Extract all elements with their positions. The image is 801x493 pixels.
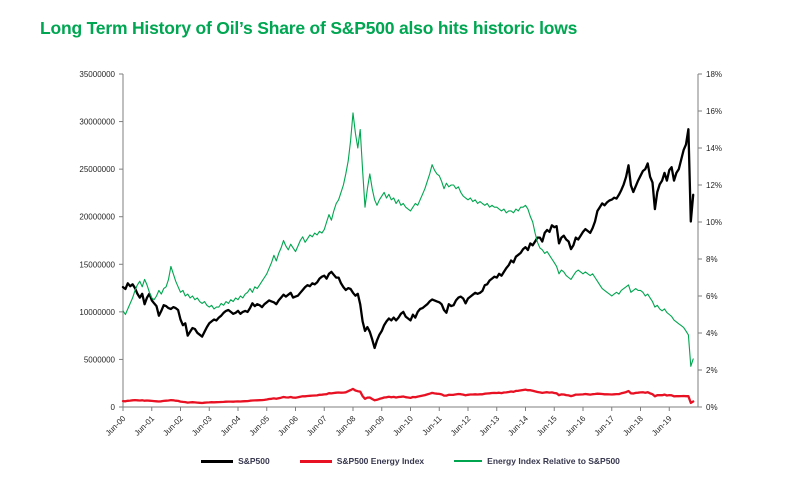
legend-item-2: Energy Index Relative to S&P500	[454, 456, 620, 466]
chart-title: Long Term History of Oil’s Share of S&P5…	[40, 18, 578, 38]
series-line-energy-index-relative-to-s-p500	[122, 112, 694, 367]
x-axis-tick-label: Jun-03	[190, 414, 214, 438]
right-axis-tick-label: 12%	[706, 181, 722, 190]
x-axis-tick-label: Jun-14	[506, 414, 530, 438]
x-axis-tick-label: Jun-06	[276, 414, 300, 438]
chart-legend: S&P500 S&P500 Energy Index Energy Index Re…	[123, 456, 698, 466]
right-axis-tick-label: 14%	[706, 144, 722, 153]
left-axis-tick-label: 35000000	[79, 70, 115, 79]
x-axis-tick-label: Jun-17	[592, 414, 616, 438]
x-axis-tick-label: Jun-05	[247, 414, 271, 438]
left-axis-tick-label: 0	[111, 403, 116, 412]
legend-line-swatch	[201, 459, 234, 463]
right-axis-tick-label: 2%	[706, 366, 718, 375]
x-axis-tick-label: Jun-02	[161, 414, 185, 438]
right-axis-tick-label: 18%	[706, 70, 722, 79]
x-axis-tick-label: Jun-01	[132, 414, 156, 438]
legend-item-0: S&P500	[201, 456, 270, 466]
x-axis-tick-label: Jun-08	[334, 414, 358, 438]
x-axis-tick-label: Jun-09	[362, 414, 386, 438]
legend-line-swatch	[299, 459, 332, 463]
x-axis-tick-label: Jun-12	[449, 414, 473, 438]
right-axis-tick-label: 4%	[706, 329, 718, 338]
legend-label: S&P500	[238, 456, 270, 466]
x-axis-tick-label: Jun-16	[564, 414, 588, 438]
x-axis-tick-label: Jun-11	[420, 414, 444, 438]
x-axis-tick-label: Jun-15	[535, 414, 559, 438]
x-axis-tick-label: Jun-10	[391, 414, 415, 438]
right-axis-tick-label: 10%	[706, 218, 722, 227]
legend-item-1: S&P500 Energy Index	[299, 456, 425, 466]
x-axis-tick-label: Jun-00	[104, 414, 128, 438]
right-axis-tick-label: 16%	[706, 107, 722, 116]
x-axis-tick-label: Jun-04	[219, 414, 243, 438]
legend-line-swatch	[454, 460, 483, 462]
right-axis-tick-label: 6%	[706, 292, 718, 301]
left-axis-tick-label: 10000000	[79, 308, 115, 317]
x-axis-tick-label: Jun-18	[621, 414, 645, 438]
x-axis-tick-label: Jun-07	[305, 414, 329, 438]
series-line-s-p500-energy-index	[121, 387, 695, 405]
legend-label: Energy Index Relative to S&P500	[487, 456, 620, 466]
right-axis-tick-label: 8%	[706, 255, 718, 264]
left-axis-tick-label: 15000000	[79, 260, 115, 269]
left-axis-tick-label: 20000000	[79, 213, 115, 222]
x-axis-tick-label: Jun-19	[650, 414, 674, 438]
left-axis-tick-label: 5000000	[84, 355, 116, 364]
legend-label: S&P500 Energy Index	[336, 456, 425, 466]
x-axis-tick-label: Jun-13	[477, 414, 501, 438]
left-axis-tick-label: 25000000	[79, 165, 115, 174]
right-axis-tick-label: 0%	[706, 403, 718, 412]
left-axis-tick-label: 30000000	[79, 118, 115, 127]
series-line-s-p500	[121, 128, 695, 350]
